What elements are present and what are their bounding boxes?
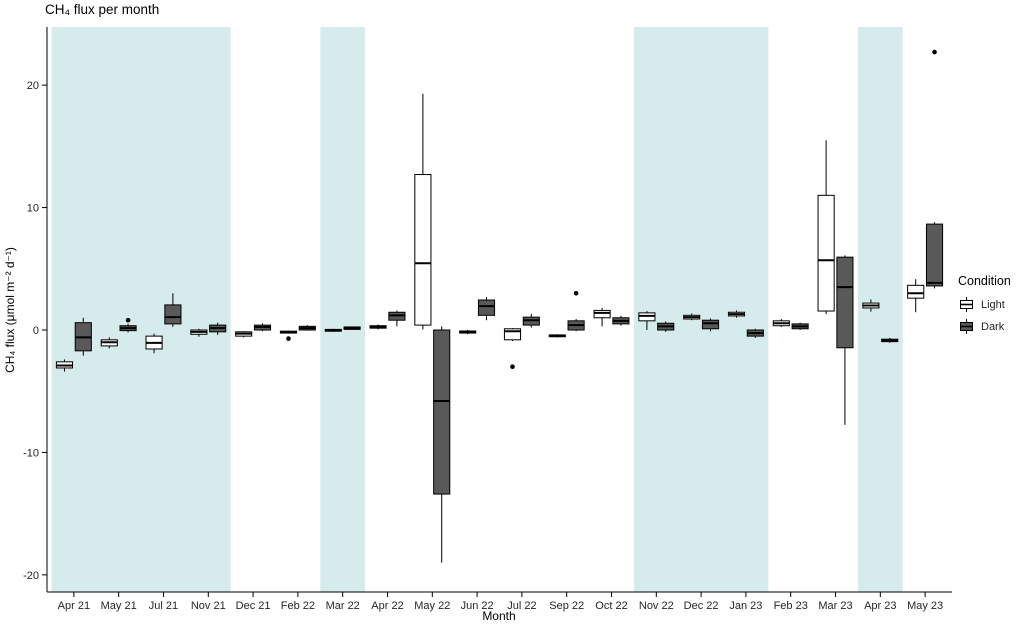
- box-dark: [836, 256, 854, 349]
- axes: -20 -10 0 10 20 Apr 21 May 21 Jul 21 Nov 21 Dec 2…: [23, 27, 952, 612]
- x-tick-label: Oct 22: [595, 600, 627, 612]
- box-light: [503, 328, 522, 341]
- x-tick-label: Apr 22: [371, 600, 403, 612]
- legend-item-light: Light: [958, 296, 1011, 313]
- y-tick-label: 20: [27, 80, 39, 92]
- y-axis-title: CH₄ flux (μmol m⁻² d⁻¹): [3, 247, 17, 373]
- x-tick-label: Sep 22: [549, 600, 584, 612]
- series-dark: [74, 49, 944, 563]
- season-band: [857, 27, 903, 592]
- legend-title: Condition: [958, 274, 1011, 288]
- x-tick-label: Jun 22: [461, 600, 494, 612]
- outlier-point: [125, 317, 131, 323]
- x-tick-label: Feb 23: [774, 600, 808, 612]
- box-dark: [925, 223, 944, 287]
- season-band: [633, 27, 769, 592]
- y-tick-label: 0: [33, 325, 39, 337]
- outlier-point: [510, 364, 515, 370]
- box-light: [593, 309, 611, 319]
- x-tick-label: Apr 21: [58, 600, 90, 612]
- boxplot-key-dark-icon: [960, 319, 973, 334]
- outlier-point: [573, 290, 579, 296]
- chart-title: CH₄ flux per month: [45, 2, 159, 17]
- series-light: [55, 93, 925, 372]
- highlight-bands: [51, 27, 903, 592]
- box-dark: [433, 329, 451, 495]
- legend-label-dark: Dark: [981, 320, 1005, 333]
- y-tick-label: -10: [23, 447, 39, 459]
- x-tick-label: Jul 22: [507, 600, 536, 612]
- x-tick-label: May 21: [101, 600, 137, 612]
- x-tick-label: Nov 22: [639, 600, 674, 612]
- outlier-point: [932, 49, 937, 55]
- plot-area: -20 -10 0 10 20 Apr 21 May 21 Jul 21 Nov 21 Dec 2…: [23, 27, 952, 612]
- x-axis-title: Month: [482, 609, 515, 623]
- box-dark: [164, 304, 182, 325]
- x-tick-label: Feb 22: [281, 600, 315, 612]
- box-light: [414, 174, 432, 326]
- boxplot-key-light-icon: [960, 297, 973, 312]
- x-tick-label: Nov 21: [191, 600, 226, 612]
- box-light: [907, 284, 925, 299]
- box-light: [817, 194, 835, 312]
- x-tick-label: Jan 23: [729, 600, 762, 612]
- x-tick-label: Mar 23: [818, 600, 852, 612]
- y-tick-label: 10: [27, 203, 39, 215]
- legend-item-dark: Dark: [958, 318, 1011, 335]
- y-tick-label: -20: [23, 570, 39, 582]
- x-tick-label: Dec 21: [236, 600, 271, 612]
- legend-label-light: Light: [981, 298, 1005, 311]
- x-tick-label: May 23: [907, 600, 943, 612]
- x-tick-label: Jul 21: [149, 600, 178, 612]
- x-tick-label: Dec 22: [684, 600, 719, 612]
- box-dark: [477, 299, 496, 316]
- season-band: [51, 27, 231, 592]
- outlier-point: [286, 336, 291, 341]
- legend: Condition Light Dark: [958, 274, 1011, 340]
- x-tick-label: May 22: [414, 600, 450, 612]
- x-tick-label: Mar 22: [326, 600, 360, 612]
- box-dark: [701, 319, 720, 330]
- x-tick-label: Apr 23: [864, 600, 896, 612]
- season-band: [320, 27, 366, 592]
